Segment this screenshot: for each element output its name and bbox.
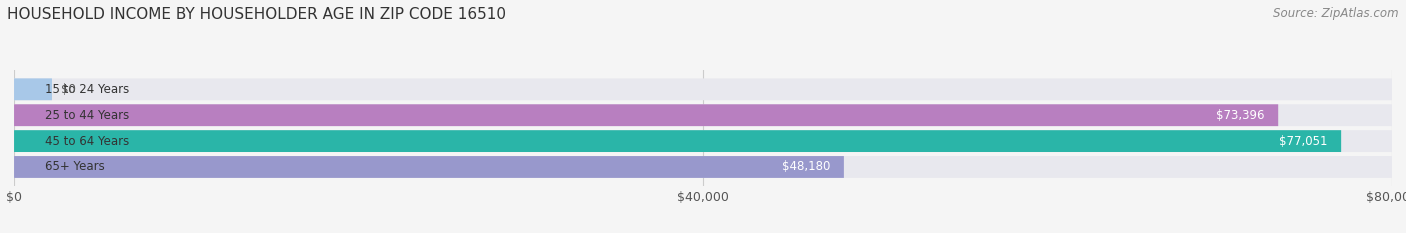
Text: 45 to 64 Years: 45 to 64 Years — [45, 135, 129, 147]
Text: 15 to 24 Years: 15 to 24 Years — [45, 83, 129, 96]
FancyBboxPatch shape — [14, 104, 1392, 126]
Text: $73,396: $73,396 — [1216, 109, 1264, 122]
Text: 65+ Years: 65+ Years — [45, 161, 105, 174]
FancyBboxPatch shape — [14, 156, 844, 178]
Text: 25 to 44 Years: 25 to 44 Years — [45, 109, 129, 122]
FancyBboxPatch shape — [14, 156, 1392, 178]
Text: $0: $0 — [60, 83, 76, 96]
FancyBboxPatch shape — [14, 78, 1392, 100]
Text: $77,051: $77,051 — [1279, 135, 1327, 147]
Text: Source: ZipAtlas.com: Source: ZipAtlas.com — [1274, 7, 1399, 20]
FancyBboxPatch shape — [14, 130, 1341, 152]
FancyBboxPatch shape — [14, 130, 1392, 152]
FancyBboxPatch shape — [14, 104, 1278, 126]
Text: HOUSEHOLD INCOME BY HOUSEHOLDER AGE IN ZIP CODE 16510: HOUSEHOLD INCOME BY HOUSEHOLDER AGE IN Z… — [7, 7, 506, 22]
Text: $48,180: $48,180 — [782, 161, 830, 174]
FancyBboxPatch shape — [14, 78, 52, 100]
